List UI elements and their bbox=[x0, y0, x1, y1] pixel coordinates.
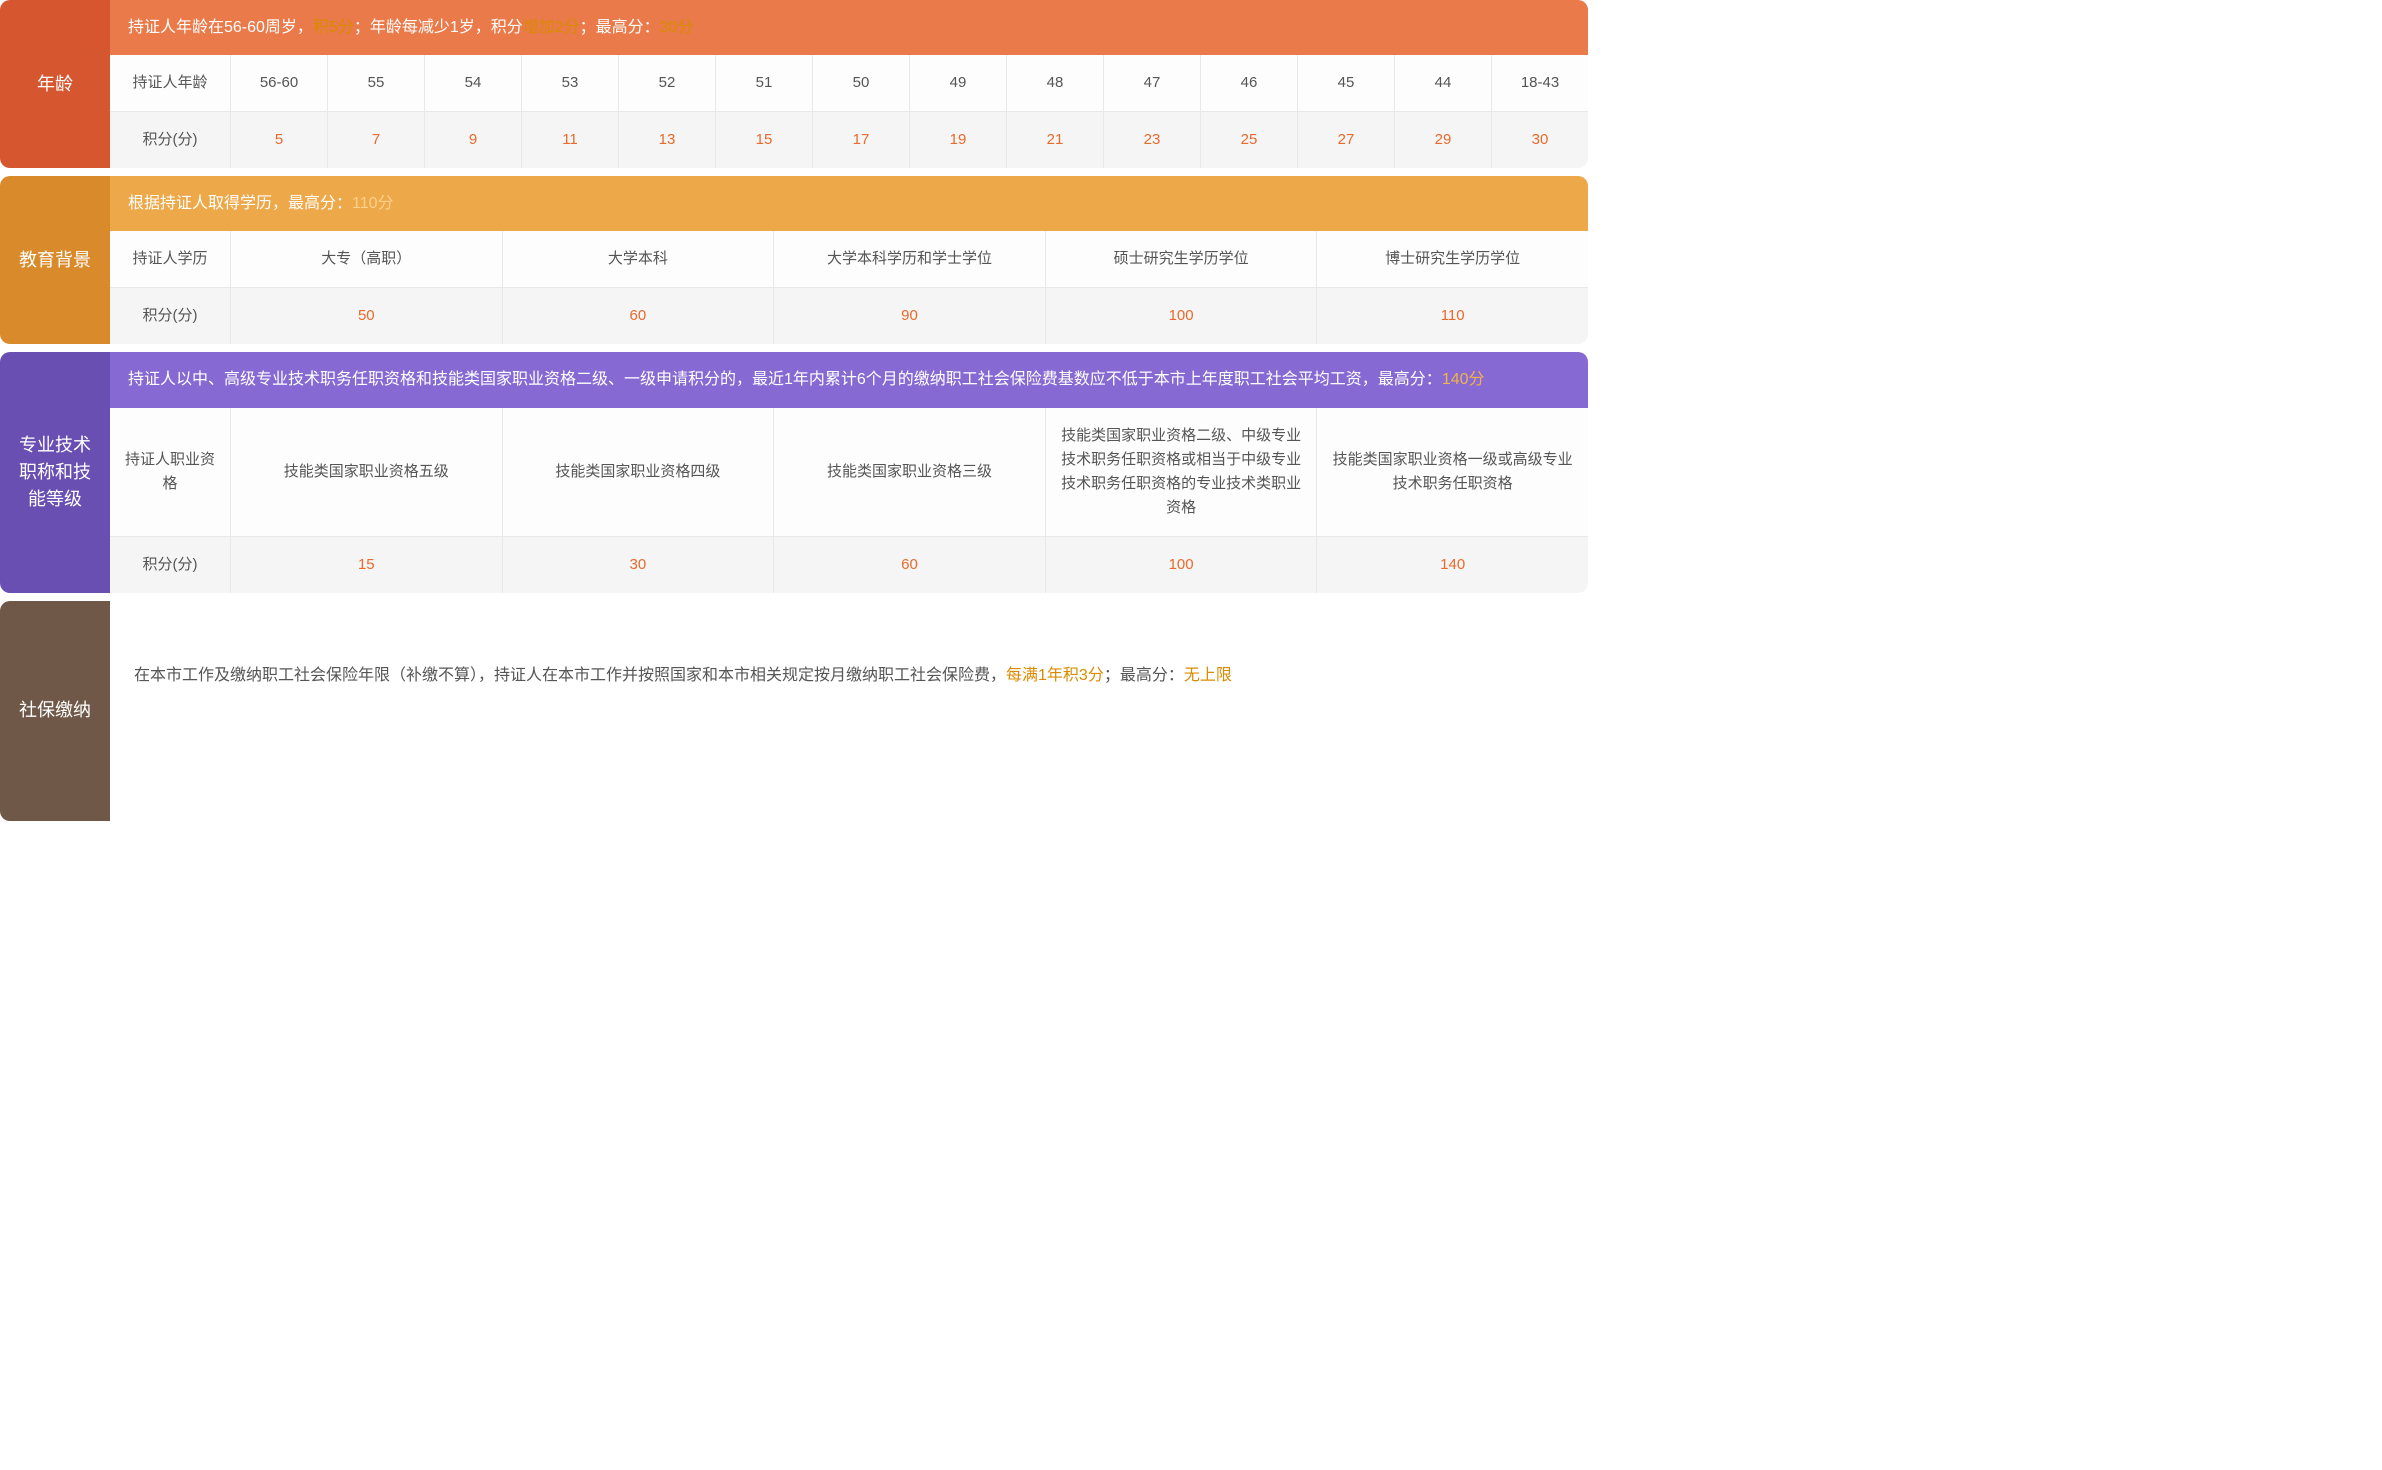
table-value-cell: 13 bbox=[618, 112, 715, 168]
age-desc-hl2: 增加2分 bbox=[523, 19, 580, 36]
section-age: 年龄 持证人年龄在56-60周岁，积5分；年龄每减少1岁，积分增加2分；最高分：… bbox=[0, 0, 1588, 168]
edu-desc-text: 根据持证人取得学历，最高分： bbox=[128, 195, 352, 212]
tech-desc-text: 持证人以中、高级专业技术职务任职资格和技能类国家职业资格二级、一级申请积分的，最… bbox=[128, 371, 1442, 388]
table-header-cell: 大专（高职） bbox=[230, 231, 502, 287]
table-value-cell: 60 bbox=[773, 537, 1045, 593]
table-value-cell: 15 bbox=[230, 537, 502, 593]
section-edu-label: 教育背景 bbox=[0, 176, 110, 344]
table-value-cell: 15 bbox=[715, 112, 812, 168]
table-header-cell: 56-60 bbox=[230, 55, 327, 111]
tech-row2-label: 积分(分) bbox=[110, 537, 230, 593]
table-value-cell: 9 bbox=[424, 112, 521, 168]
tech-row1-label: 持证人职业资格 bbox=[110, 408, 230, 536]
table-header-cell: 53 bbox=[521, 55, 618, 111]
age-table: 持证人年龄 56-6055545352515049484746454418-43… bbox=[110, 55, 1588, 168]
section-ins-label: 社保缴纳 bbox=[0, 601, 110, 821]
tech-value-row: 积分(分) 153060100140 bbox=[110, 536, 1588, 593]
table-value-cell: 29 bbox=[1394, 112, 1491, 168]
age-description: 持证人年龄在56-60周岁，积5分；年龄每减少1岁，积分增加2分；最高分：30分 bbox=[110, 0, 1588, 55]
section-tech-label: 专业技术职称和技能等级 bbox=[0, 352, 110, 592]
section-age-body: 持证人年龄在56-60周岁，积5分；年龄每减少1岁，积分增加2分；最高分：30分… bbox=[110, 0, 1588, 168]
section-ins-body: 在本市工作及缴纳职工社会保险年限（补缴不算），持证人在本市工作并按照国家和本市相… bbox=[110, 601, 1588, 821]
table-value-cell: 90 bbox=[773, 288, 1045, 344]
table-header-cell: 49 bbox=[909, 55, 1006, 111]
table-header-cell: 50 bbox=[812, 55, 909, 111]
ins-desc-hl1: 每满1年积3分 bbox=[1006, 667, 1104, 684]
table-header-cell: 47 bbox=[1103, 55, 1200, 111]
tech-description: 持证人以中、高级专业技术职务任职资格和技能类国家职业资格二级、一级申请积分的，最… bbox=[110, 352, 1588, 407]
tech-header-row: 持证人职业资格 技能类国家职业资格五级技能类国家职业资格四级技能类国家职业资格三… bbox=[110, 408, 1588, 536]
table-header-cell: 大学本科 bbox=[502, 231, 774, 287]
table-header-cell: 51 bbox=[715, 55, 812, 111]
age-desc-text: 持证人年龄在56-60周岁， bbox=[128, 19, 313, 36]
table-header-cell: 55 bbox=[327, 55, 424, 111]
table-header-cell: 硕士研究生学历学位 bbox=[1045, 231, 1317, 287]
table-value-cell: 25 bbox=[1200, 112, 1297, 168]
table-value-cell: 27 bbox=[1297, 112, 1394, 168]
section-tech: 专业技术职称和技能等级 持证人以中、高级专业技术职务任职资格和技能类国家职业资格… bbox=[0, 352, 1588, 592]
table-value-cell: 11 bbox=[521, 112, 618, 168]
table-value-cell: 60 bbox=[502, 288, 774, 344]
table-header-cell: 技能类国家职业资格四级 bbox=[502, 408, 774, 536]
table-header-cell: 44 bbox=[1394, 55, 1491, 111]
table-header-cell: 技能类国家职业资格二级、中级专业技术职务任职资格或相当于中级专业技术职务任职资格… bbox=[1045, 408, 1317, 536]
ins-description: 在本市工作及缴纳职工社会保险年限（补缴不算），持证人在本市工作并按照国家和本市相… bbox=[110, 601, 1588, 751]
section-age-label: 年龄 bbox=[0, 0, 110, 168]
ins-desc-hl2: 无上限 bbox=[1184, 667, 1232, 684]
table-value-cell: 30 bbox=[502, 537, 774, 593]
table-value-cell: 100 bbox=[1045, 537, 1317, 593]
table-header-cell: 54 bbox=[424, 55, 521, 111]
age-desc-text2: ；年龄每减少1岁，积分 bbox=[354, 19, 523, 36]
table-header-cell: 46 bbox=[1200, 55, 1297, 111]
table-header-cell: 52 bbox=[618, 55, 715, 111]
table-value-cell: 23 bbox=[1103, 112, 1200, 168]
age-header-row: 持证人年龄 56-6055545352515049484746454418-43 bbox=[110, 55, 1588, 111]
ins-desc-text2: ；最高分： bbox=[1104, 667, 1184, 684]
table-header-cell: 48 bbox=[1006, 55, 1103, 111]
section-edu: 教育背景 根据持证人取得学历，最高分：110分 持证人学历 大专（高职）大学本科… bbox=[0, 176, 1588, 344]
age-value-row: 积分(分) 5791113151719212325272930 bbox=[110, 111, 1588, 168]
table-value-cell: 140 bbox=[1316, 537, 1588, 593]
section-edu-body: 根据持证人取得学历，最高分：110分 持证人学历 大专（高职）大学本科大学本科学… bbox=[110, 176, 1588, 344]
edu-desc-hl1: 110分 bbox=[352, 195, 394, 212]
age-desc-text3: ；最高分： bbox=[580, 19, 660, 36]
table-value-cell: 17 bbox=[812, 112, 909, 168]
edu-table: 持证人学历 大专（高职）大学本科大学本科学历和学士学位硕士研究生学历学位博士研究… bbox=[110, 231, 1588, 344]
table-header-cell: 45 bbox=[1297, 55, 1394, 111]
age-desc-hl3: 30分 bbox=[660, 19, 694, 36]
age-desc-hl1: 积5分 bbox=[313, 19, 354, 36]
table-header-cell: 技能类国家职业资格三级 bbox=[773, 408, 1045, 536]
section-tech-body: 持证人以中、高级专业技术职务任职资格和技能类国家职业资格二级、一级申请积分的，最… bbox=[110, 352, 1588, 592]
age-row1-label: 持证人年龄 bbox=[110, 55, 230, 111]
table-value-cell: 30 bbox=[1491, 112, 1588, 168]
table-value-cell: 5 bbox=[230, 112, 327, 168]
table-header-cell: 博士研究生学历学位 bbox=[1316, 231, 1588, 287]
age-row2-label: 积分(分) bbox=[110, 112, 230, 168]
edu-row1-label: 持证人学历 bbox=[110, 231, 230, 287]
table-value-cell: 7 bbox=[327, 112, 424, 168]
table-header-cell: 技能类国家职业资格五级 bbox=[230, 408, 502, 536]
tech-table: 持证人职业资格 技能类国家职业资格五级技能类国家职业资格四级技能类国家职业资格三… bbox=[110, 408, 1588, 593]
edu-header-row: 持证人学历 大专（高职）大学本科大学本科学历和学士学位硕士研究生学历学位博士研究… bbox=[110, 231, 1588, 287]
table-header-cell: 大学本科学历和学士学位 bbox=[773, 231, 1045, 287]
section-insurance: 社保缴纳 在本市工作及缴纳职工社会保险年限（补缴不算），持证人在本市工作并按照国… bbox=[0, 601, 1588, 821]
table-value-cell: 110 bbox=[1316, 288, 1588, 344]
table-value-cell: 21 bbox=[1006, 112, 1103, 168]
table-header-cell: 技能类国家职业资格一级或高级专业技术职务任职资格 bbox=[1316, 408, 1588, 536]
table-value-cell: 19 bbox=[909, 112, 1006, 168]
table-value-cell: 100 bbox=[1045, 288, 1317, 344]
table-value-cell: 50 bbox=[230, 288, 502, 344]
edu-row2-label: 积分(分) bbox=[110, 288, 230, 344]
tech-desc-hl1: 140分 bbox=[1442, 371, 1485, 388]
edu-value-row: 积分(分) 506090100110 bbox=[110, 287, 1588, 344]
table-header-cell: 18-43 bbox=[1491, 55, 1588, 111]
edu-description: 根据持证人取得学历，最高分：110分 bbox=[110, 176, 1588, 231]
ins-desc-text1: 在本市工作及缴纳职工社会保险年限（补缴不算），持证人在本市工作并按照国家和本市相… bbox=[134, 667, 1006, 684]
